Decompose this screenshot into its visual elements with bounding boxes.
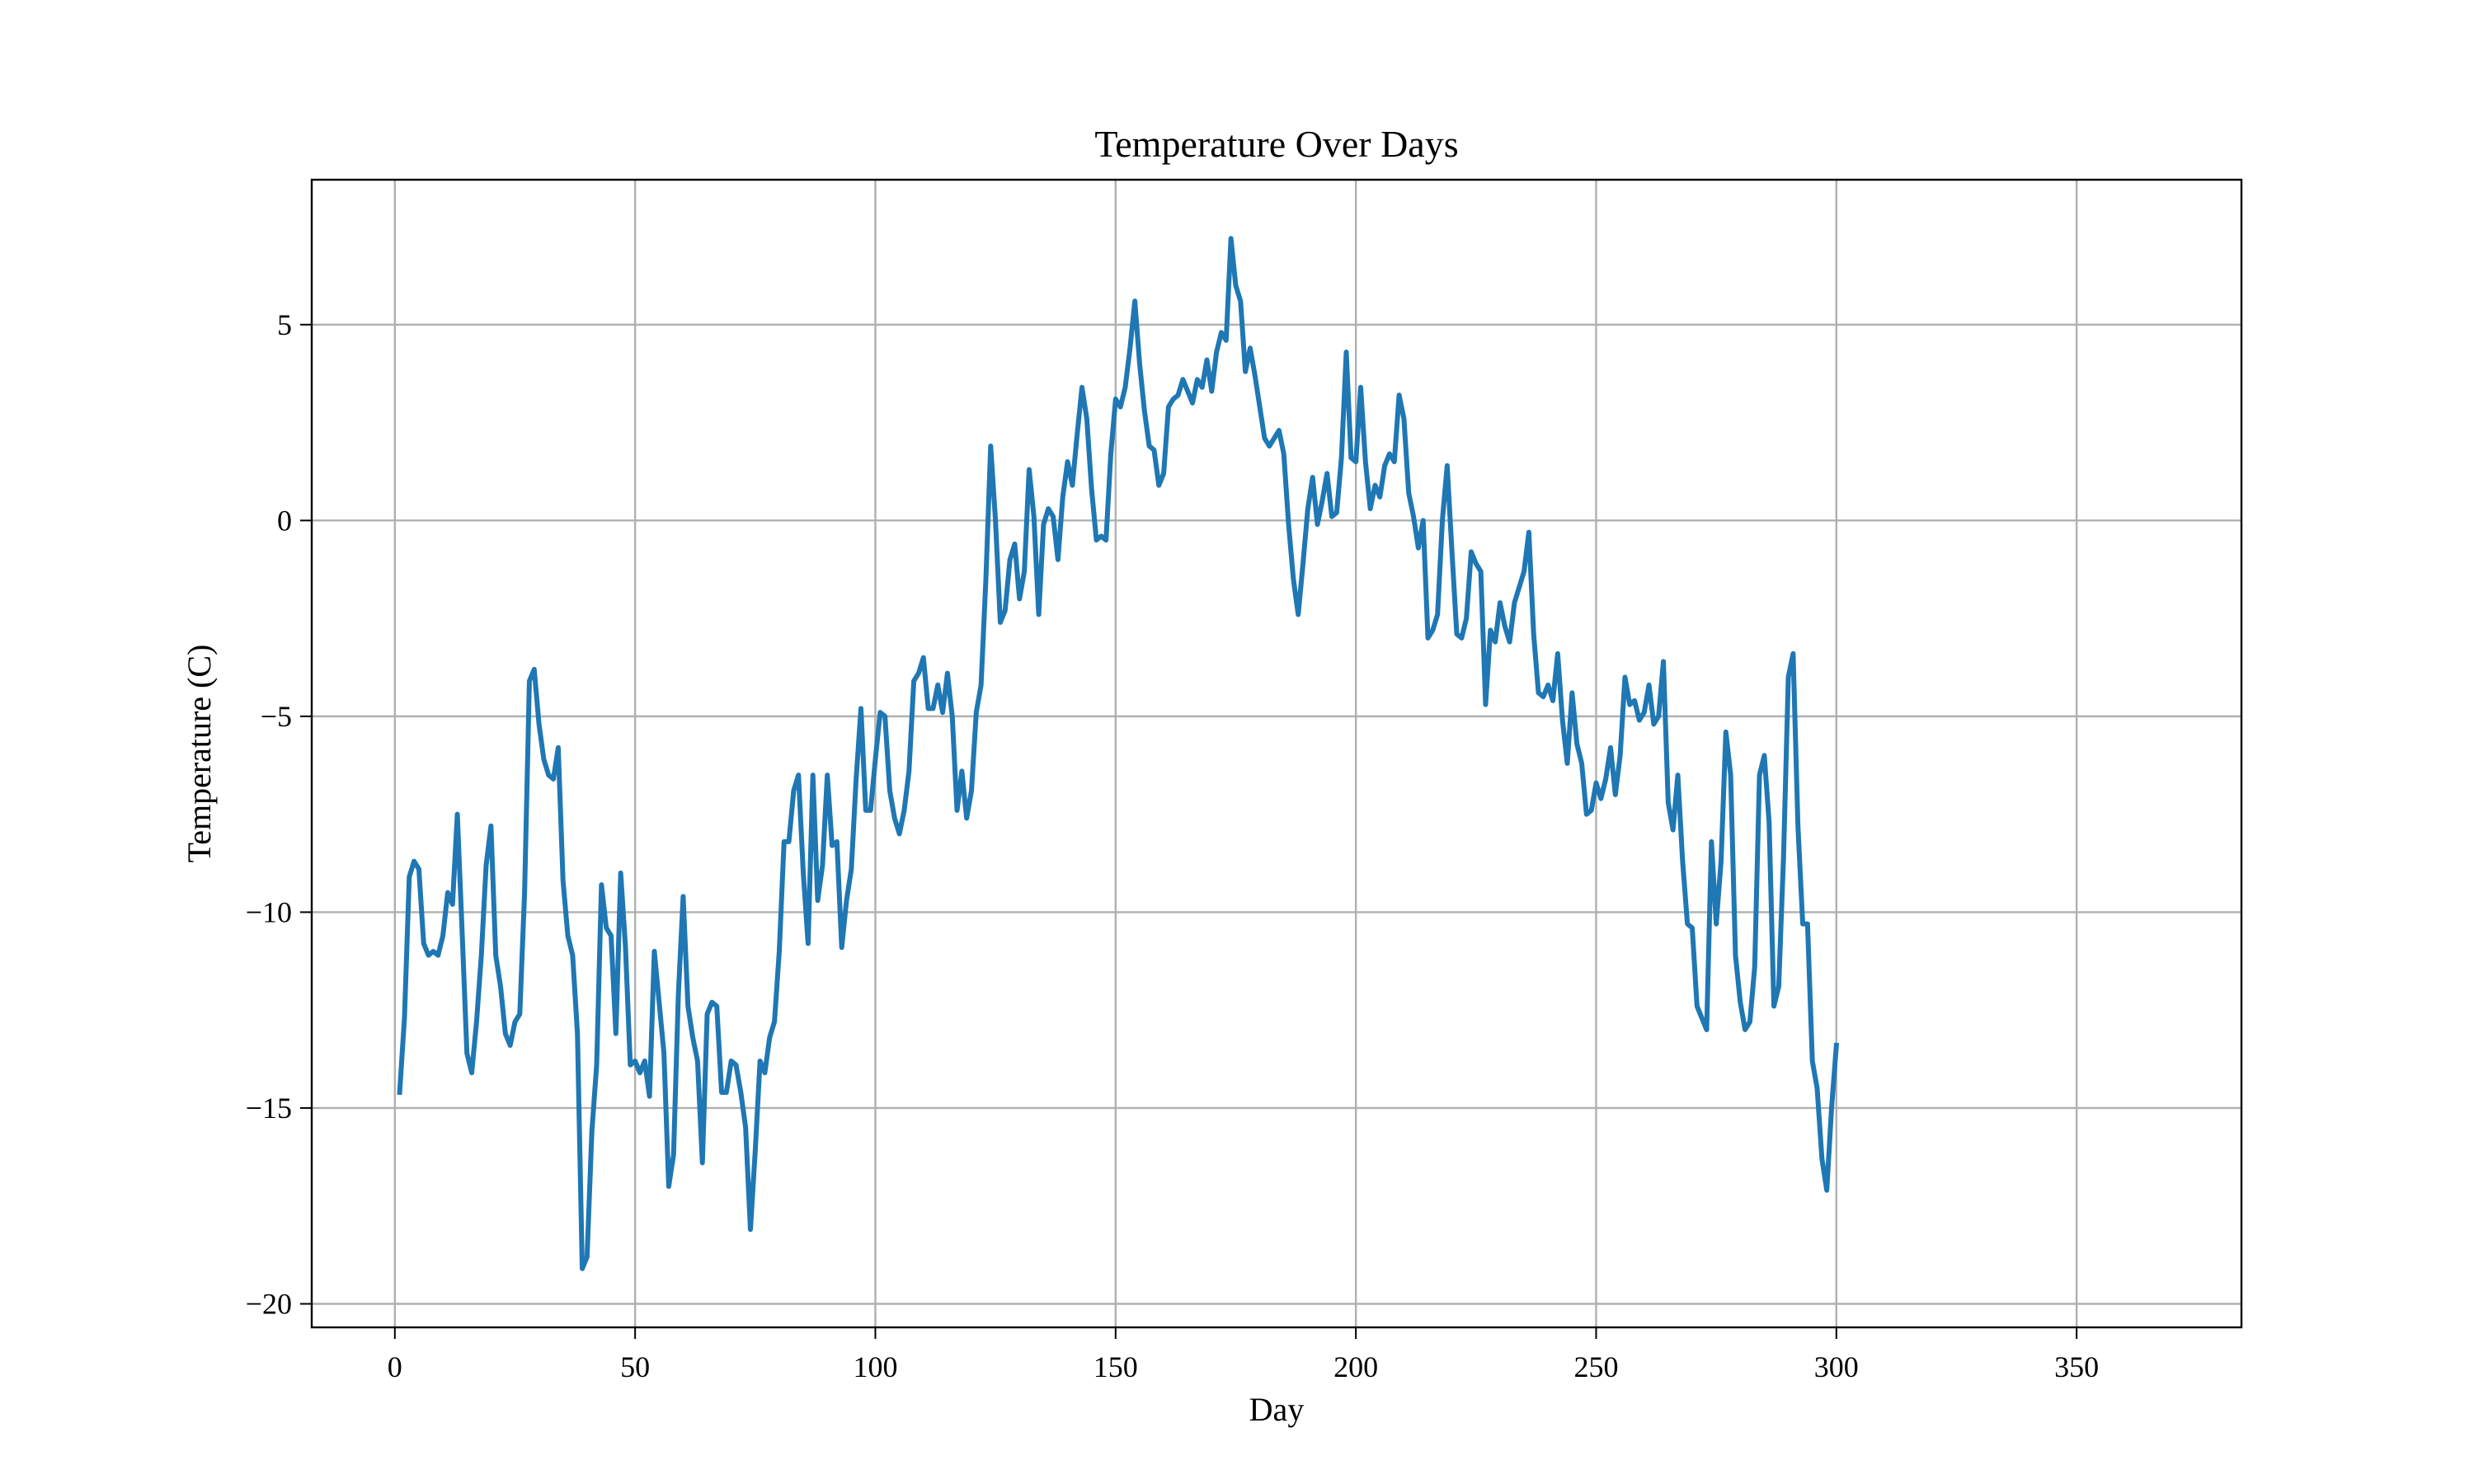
temperature-series-line: [397, 236, 1840, 1271]
x-axis-title: Day: [1249, 1391, 1305, 1428]
series-layer: [397, 236, 1840, 1271]
y-tick-label: −10: [246, 895, 292, 928]
x-tick-label: 0: [388, 1350, 402, 1383]
y-tick-label: −5: [261, 700, 292, 733]
y-tick-label: 0: [277, 504, 292, 537]
y-tick-label: −15: [246, 1092, 292, 1125]
x-tick-label: 250: [1573, 1350, 1618, 1383]
y-axis-title: Temperature (C): [181, 645, 218, 863]
plot-frame: [310, 178, 2243, 1329]
axis-ticks: 0 50 100 150 200 250 300 350 −20 −15 −10 −5 0 5: [246, 308, 2099, 1383]
chart-title: Temperature Over Days: [1094, 123, 1458, 165]
x-tick-label: 150: [1094, 1350, 1138, 1383]
y-tick-label: 5: [277, 308, 292, 341]
grid-lines: [312, 180, 2241, 1327]
x-tick-label: 350: [2054, 1350, 2099, 1383]
x-tick-label: 50: [620, 1350, 650, 1383]
x-tick-label: 200: [1333, 1350, 1378, 1383]
x-tick-label: 100: [853, 1350, 897, 1383]
y-tick-label: −20: [246, 1287, 292, 1320]
x-tick-label: 300: [1814, 1350, 1859, 1383]
